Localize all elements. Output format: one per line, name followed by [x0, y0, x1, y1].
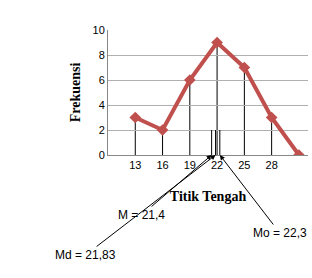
svg-text:Titik Tengah: Titik Tengah: [170, 189, 247, 204]
svg-text:0: 0: [99, 149, 105, 161]
svg-text:13: 13: [129, 159, 141, 171]
svg-text:4: 4: [99, 99, 105, 111]
svg-text:M = 21,4: M = 21,4: [118, 208, 165, 222]
svg-text:Md = 21,83: Md = 21,83: [55, 248, 116, 262]
svg-text:16: 16: [156, 159, 168, 171]
svg-text:6: 6: [99, 74, 105, 86]
svg-text:2: 2: [99, 124, 105, 136]
svg-text:28: 28: [266, 159, 278, 171]
svg-text:8: 8: [99, 49, 105, 61]
svg-text:22: 22: [211, 159, 223, 171]
svg-text:Mo = 22,3: Mo = 22,3: [253, 226, 307, 240]
svg-text:Frekuensi: Frekuensi: [68, 63, 83, 123]
svg-text:19: 19: [184, 159, 196, 171]
svg-text:10: 10: [93, 24, 105, 36]
svg-text:25: 25: [238, 159, 250, 171]
